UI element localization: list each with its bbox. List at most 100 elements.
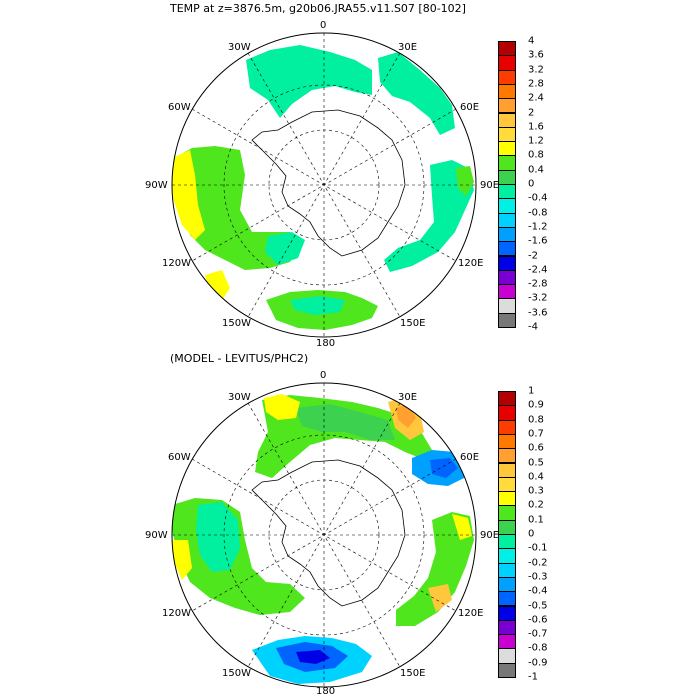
bottom-colorbar-tick-label: -0.9 xyxy=(528,657,548,669)
top-colorbar-tick-label: 3.6 xyxy=(528,49,544,61)
top-field-120w-yellow xyxy=(205,270,230,300)
bottom-colorbar-swatch xyxy=(498,433,516,450)
bottom-colorbar-swatch xyxy=(498,662,516,678)
top-colorbar-tick-label: -3.6 xyxy=(528,307,548,319)
bottom-field-90w-yellow xyxy=(172,540,192,580)
top-lon-90w: 90W xyxy=(145,180,168,191)
bottom-field-60e-cyan xyxy=(448,430,466,452)
top-colorbar-swatch xyxy=(498,41,516,57)
bottom-colorbar-tick-label: -0.8 xyxy=(528,642,548,654)
bottom-colorbar-tick-label: -0.3 xyxy=(528,571,548,583)
top-lon-150e: 150E xyxy=(400,318,426,329)
top-colorbar-tick-label: -1.6 xyxy=(528,235,548,247)
top-colorbar-swatch xyxy=(498,55,516,71)
top-colorbar-swatch xyxy=(498,83,516,100)
top-colorbar-tick-label: 1.2 xyxy=(528,135,544,147)
bottom-colorbar-tick-label: 0.7 xyxy=(528,428,544,440)
top-lon-30e: 30E xyxy=(398,42,418,53)
top-lon-150w: 150W xyxy=(222,318,251,329)
top-lon-120w: 120W xyxy=(162,258,191,269)
bottom-colorbar-tick-label: 0.9 xyxy=(528,399,544,411)
bottom-lon-120w: 120W xyxy=(162,608,191,619)
bottom-lon-60w: 60W xyxy=(168,452,191,463)
top-colorbar-swatch xyxy=(498,98,516,114)
top-colorbar-swatch xyxy=(498,184,516,200)
top-field-180-cyan xyxy=(290,296,345,315)
bottom-colorbar-swatch xyxy=(498,534,516,550)
bottom-colorbar-tick-label: 0.6 xyxy=(528,442,544,454)
top-colorbar-swatch xyxy=(498,155,516,171)
bottom-field-90e xyxy=(396,512,474,626)
top-colorbar-swatch xyxy=(498,69,516,85)
top-field-atlantic xyxy=(246,45,372,118)
bottom-lon-0: 0 xyxy=(320,370,327,381)
bottom-colorbar-swatch xyxy=(498,576,516,593)
top-colorbar-tick-label: 0 xyxy=(528,178,535,190)
bottom-colorbar-tick-label: 1 xyxy=(528,385,535,397)
top-colorbar-tick-label: 2 xyxy=(528,107,535,118)
top-colorbar-tick-label: 0.4 xyxy=(528,164,544,176)
bottom-colorbar-swatch xyxy=(498,462,516,478)
bottom-colorbar-swatch xyxy=(498,605,516,621)
top-colorbar-tick-label: -0.8 xyxy=(528,207,548,219)
top-lon-90e: 90E xyxy=(480,180,500,191)
bottom-colorbar-tick-label: -0.4 xyxy=(528,585,548,597)
top-colorbar-tick-label: -2.4 xyxy=(528,264,548,276)
top-colorbar-tick-label: 2.8 xyxy=(528,78,544,90)
top-colorbar-swatch xyxy=(498,141,516,157)
bottom-field-90e-orange xyxy=(428,584,452,612)
bottom-colorbar-swatch xyxy=(498,491,516,507)
bottom-colorbar-tick-label: -0.5 xyxy=(528,600,548,611)
top-colorbar-tick-label: 4 xyxy=(528,35,535,47)
bottom-colorbar-swatch xyxy=(498,619,516,636)
bottom-field-atlantic-yellow xyxy=(264,394,300,420)
top-colorbar-tick-label: -2 xyxy=(528,250,538,261)
bottom-lon-150w: 150W xyxy=(222,668,251,679)
top-colorbar-swatch xyxy=(498,255,516,271)
top-colorbar-tick-label: 2.4 xyxy=(528,92,544,104)
top-colorbar-swatch xyxy=(498,226,516,243)
top-lon-0: 0 xyxy=(320,20,327,31)
bottom-map-border xyxy=(171,382,477,688)
bottom-colorbar-swatch xyxy=(498,519,516,535)
bottom-colorbar-swatch xyxy=(498,505,516,521)
bottom-lon-30w: 30W xyxy=(228,392,251,403)
bottom-lon-90w: 90W xyxy=(145,530,168,541)
bottom-colorbar-swatch xyxy=(498,634,516,650)
top-colorbar-swatch xyxy=(498,312,516,328)
top-field-90w-yellow xyxy=(172,150,205,240)
bottom-colorbar-swatch xyxy=(498,648,516,664)
top-colorbar-tick-label: -2.8 xyxy=(528,278,548,290)
bottom-lon-30e: 30E xyxy=(398,392,418,403)
top-graticule xyxy=(172,33,476,337)
bottom-field-atlantic-cyan xyxy=(295,404,395,440)
bottom-colorbar-swatch xyxy=(498,405,516,421)
bottom-colorbar-tick-label: 0.5 xyxy=(528,457,544,468)
bottom-colorbar-swatch xyxy=(498,562,516,578)
bottom-colorbar-swatch xyxy=(498,591,516,607)
bottom-colorbar-tick-label: 0.3 xyxy=(528,485,544,497)
bottom-colorbar-swatch xyxy=(498,548,516,564)
bottom-field-90e-yellow xyxy=(452,514,472,540)
bottom-lon-180: 180 xyxy=(316,686,336,697)
bottom-field-180-navy xyxy=(296,650,330,664)
bottom-colorbar-swatch xyxy=(498,448,516,464)
bottom-lon-60e: 60E xyxy=(460,452,480,463)
top-field-90e-green xyxy=(456,166,474,196)
top-colorbar-tick-label: -0.4 xyxy=(528,192,548,204)
top-colorbar-swatch xyxy=(498,212,516,228)
bottom-colorbar-tick-label: 0.4 xyxy=(528,471,544,483)
top-colorbar-tick-label: -1.2 xyxy=(528,221,548,233)
top-lon-60e: 60E xyxy=(460,102,480,113)
top-colorbar-swatch xyxy=(498,241,516,257)
top-map-border xyxy=(171,32,477,338)
bottom-map xyxy=(171,382,477,688)
bottom-colorbar-tick-label: -1 xyxy=(528,671,538,683)
bottom-colorbar-tick-label: -0.1 xyxy=(528,542,548,554)
top-map xyxy=(171,32,477,338)
bottom-colorbar-swatch xyxy=(498,391,516,407)
top-colorbar-tick-label: -3.2 xyxy=(528,292,548,304)
bottom-colorbar-tick-label: -0.2 xyxy=(528,557,548,569)
top-colorbar-swatch xyxy=(498,126,516,143)
